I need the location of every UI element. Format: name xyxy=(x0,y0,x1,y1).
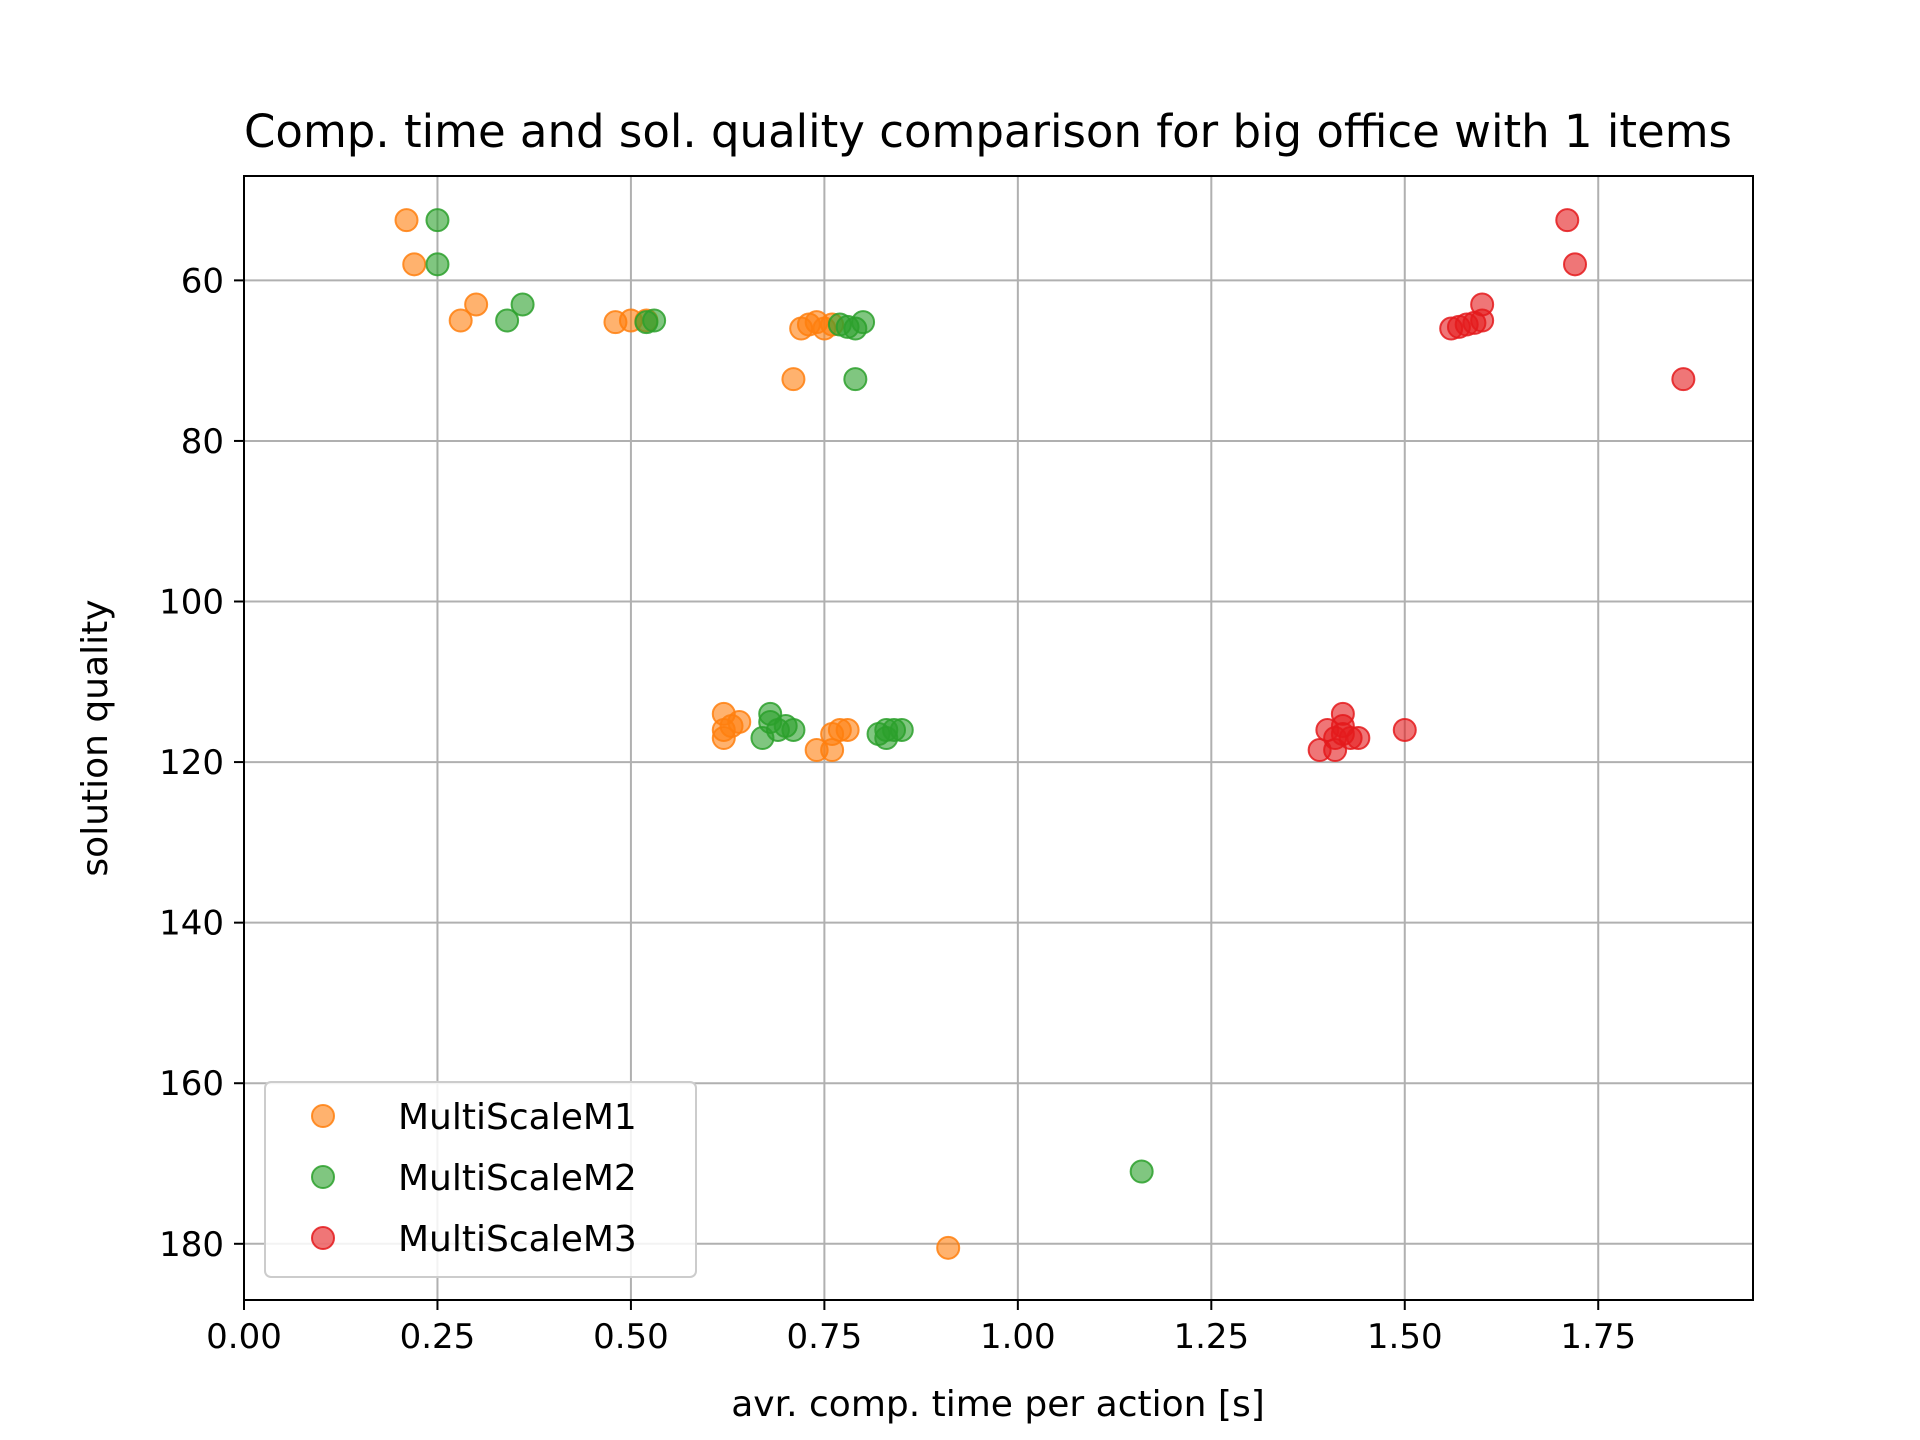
data-point xyxy=(642,308,667,333)
data-point xyxy=(1346,726,1371,750)
data-point xyxy=(843,367,868,392)
data-point xyxy=(464,292,489,317)
data-points xyxy=(394,208,1696,1260)
data-point xyxy=(1555,208,1580,233)
legend-label: MultiScaleM3 xyxy=(398,1219,637,1260)
y-tick-label: 100 xyxy=(159,583,224,623)
data-point xyxy=(1671,367,1696,392)
y-axis-label: solution quality xyxy=(75,599,116,876)
data-point xyxy=(510,292,535,317)
data-point xyxy=(727,709,752,734)
grid-lines xyxy=(243,176,1753,1300)
data-point xyxy=(1392,717,1417,742)
data-point xyxy=(820,738,845,763)
data-point xyxy=(936,1235,961,1260)
data-point xyxy=(889,717,914,742)
y-tick-label: 120 xyxy=(159,743,224,783)
y-tick-label: 140 xyxy=(159,904,224,944)
legend-marker xyxy=(311,1165,335,1189)
x-axis-label: avr. comp. time per action [s] xyxy=(731,1384,1265,1425)
data-point xyxy=(425,208,450,233)
y-axis-ticks: 60 80 100 120 140 160 180 xyxy=(159,261,244,1265)
x-tick-label: 1.50 xyxy=(1367,1317,1443,1357)
x-tick-label: 0.25 xyxy=(400,1317,476,1357)
y-tick-label: 180 xyxy=(159,1225,224,1265)
x-tick-label: 1.00 xyxy=(980,1317,1056,1357)
x-tick-label: 1.75 xyxy=(1560,1317,1636,1357)
legend-marker xyxy=(311,1104,335,1128)
legend: MultiScaleM1 MultiScaleM2 MultiScaleM3 xyxy=(264,1081,697,1278)
x-tick-label: 1.25 xyxy=(1173,1317,1249,1357)
data-point xyxy=(851,310,876,335)
data-point xyxy=(448,308,473,333)
legend-box xyxy=(264,1081,697,1278)
series-MultiScaleM3 xyxy=(1307,208,1696,763)
x-tick-label: 0.50 xyxy=(593,1317,669,1357)
y-tick-label: 80 xyxy=(181,422,224,462)
data-point xyxy=(1563,252,1588,277)
data-point xyxy=(1129,1159,1154,1184)
plot-area-frame xyxy=(243,175,1754,1301)
y-tick-label: 160 xyxy=(159,1064,224,1104)
data-point xyxy=(495,308,520,333)
chart-title: Comp. time and sol. quality comparison f… xyxy=(244,105,1732,158)
x-axis-ticks: 0.00 0.25 0.50 0.75 1.00 1.25 1.50 1.75 xyxy=(206,1300,1636,1357)
x-tick-label: 0.75 xyxy=(787,1317,863,1357)
legend-label: MultiScaleM2 xyxy=(398,1158,637,1199)
series-MultiScaleM1 xyxy=(394,208,961,1260)
data-point xyxy=(835,717,860,742)
data-point xyxy=(781,367,806,392)
x-tick-label: 0.00 xyxy=(206,1317,282,1357)
y-tick-label: 60 xyxy=(181,261,224,301)
data-point xyxy=(425,252,450,277)
data-point xyxy=(394,208,419,233)
data-point xyxy=(781,717,806,742)
data-point xyxy=(1470,292,1495,317)
legend-label: MultiScaleM1 xyxy=(398,1097,637,1138)
data-point xyxy=(402,252,427,277)
legend-marker xyxy=(311,1226,335,1250)
series-MultiScaleM2 xyxy=(425,208,1154,1184)
